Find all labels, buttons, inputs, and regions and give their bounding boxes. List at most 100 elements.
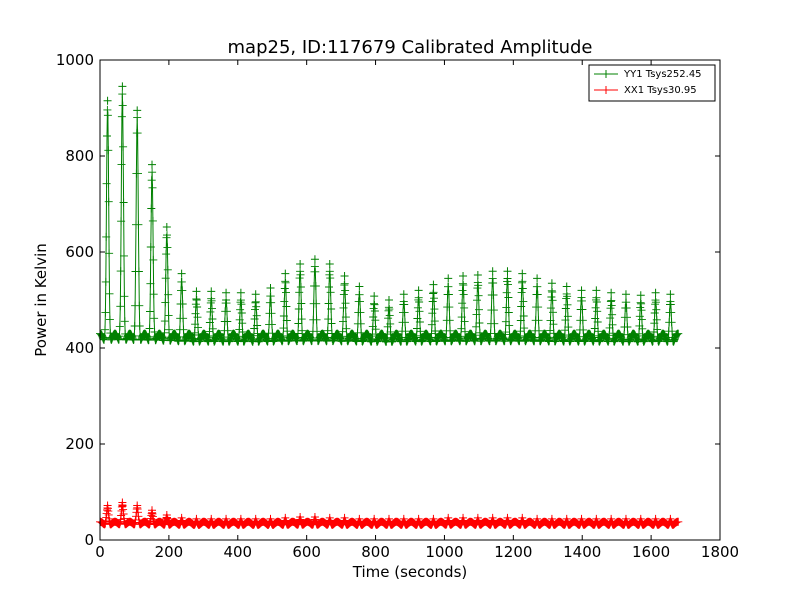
x-tick-label: 1000 (425, 543, 463, 561)
peak-point (340, 513, 349, 522)
peak-point (607, 514, 616, 523)
series-xx1 (96, 498, 683, 529)
peak-point (192, 287, 201, 296)
peak-point (666, 514, 675, 523)
peak-point (266, 284, 275, 292)
peak-point (207, 287, 216, 296)
y-tick-label: 800 (65, 147, 94, 165)
peak-point (133, 501, 142, 510)
peak-point (533, 514, 542, 523)
x-tick-label: 1800 (701, 543, 739, 561)
peak-point (325, 260, 334, 268)
peak-point (636, 291, 645, 300)
y-tick-label: 1000 (56, 51, 94, 69)
peak-point (607, 288, 616, 297)
x-axis-title: Time (seconds) (352, 563, 468, 581)
series-yy1 (96, 82, 683, 346)
peak-point (562, 282, 571, 291)
peak-point (562, 514, 571, 523)
peak-point (666, 290, 675, 299)
peak-point (103, 501, 112, 510)
x-tick-label: 600 (292, 543, 321, 561)
peak-point (444, 513, 453, 522)
peak-point (162, 511, 171, 520)
peak-point (325, 513, 334, 522)
peak-point (236, 288, 245, 297)
x-tick-label: 800 (361, 543, 390, 561)
legend-label-xx1: XX1 Tsys30.95 (624, 85, 697, 96)
peak-point (488, 267, 497, 276)
peak-point (592, 514, 601, 523)
peak-point (533, 274, 542, 283)
peak-point (236, 514, 245, 523)
ticks-layer: 0 200 400 600 800 1000 1200 1400 1600 1800 0 200 400… (56, 51, 739, 561)
peak-point (118, 498, 127, 507)
y-axis-title: Power in Kelvin (32, 243, 50, 357)
peak-point (296, 512, 305, 521)
peak-point (459, 513, 468, 522)
chart-title: map25, ID:117679 Calibrated Amplitude (228, 37, 593, 58)
peak-point (621, 290, 630, 299)
peak-point (207, 514, 216, 523)
peak-point (370, 292, 379, 301)
peak-point (103, 96, 112, 105)
peak-point (177, 513, 186, 522)
peak-point (414, 286, 423, 295)
legend: YY1 Tsys252.45 XX1 Tsys30.95 (588, 64, 716, 102)
peak-point (355, 282, 364, 291)
y-tick-label: 600 (65, 243, 94, 261)
peak-point (133, 106, 142, 115)
peak-point (355, 514, 364, 523)
peak-point (473, 271, 482, 280)
peak-point (651, 288, 660, 297)
peak-point (473, 513, 482, 522)
peak-point (503, 513, 512, 522)
peak-point (384, 296, 393, 304)
peak-point (636, 514, 645, 523)
peak-point (518, 513, 527, 522)
peak-point (518, 269, 527, 278)
peak-point (547, 514, 556, 523)
legend-label-yy1: YY1 Tsys252.45 (623, 69, 702, 80)
peak-point (503, 267, 512, 276)
peak-point (192, 514, 201, 523)
peak-point (488, 513, 497, 522)
peak-point (222, 288, 231, 297)
peak-point (399, 290, 408, 299)
plot-frame (99, 59, 721, 541)
peak-point (310, 255, 319, 264)
x-tick-label: 1200 (494, 543, 532, 561)
peak-point (547, 279, 556, 288)
peak-point (162, 223, 171, 232)
y-tick-label: 0 (84, 531, 94, 549)
x-tick-label: 1400 (563, 543, 601, 561)
peak-point (399, 514, 408, 523)
peak-point (651, 514, 660, 523)
peak-point (296, 260, 305, 268)
y-tick-label: 400 (65, 339, 94, 357)
peak-point (251, 290, 260, 299)
legend-box (588, 64, 716, 102)
peak-point (340, 272, 349, 280)
peak-point (370, 514, 379, 523)
peak-point (251, 514, 260, 523)
peak-point (577, 514, 586, 523)
peak-point (429, 280, 438, 289)
peak-point (281, 513, 290, 522)
x-tick-label: 200 (155, 543, 184, 561)
peak-point (384, 514, 393, 523)
series-layer (96, 82, 683, 529)
peak-point (459, 272, 468, 280)
peak-point (148, 506, 157, 515)
peak-point (281, 269, 290, 278)
x-tick-label: 0 (95, 543, 105, 561)
x-tick-label: 1600 (632, 543, 670, 561)
peak-point (621, 514, 630, 523)
peak-point (429, 514, 438, 523)
peak-point (592, 286, 601, 295)
peak-point (266, 514, 275, 523)
y-tick-label: 200 (65, 435, 94, 453)
peak-point (577, 286, 586, 295)
peak-point (148, 160, 157, 169)
